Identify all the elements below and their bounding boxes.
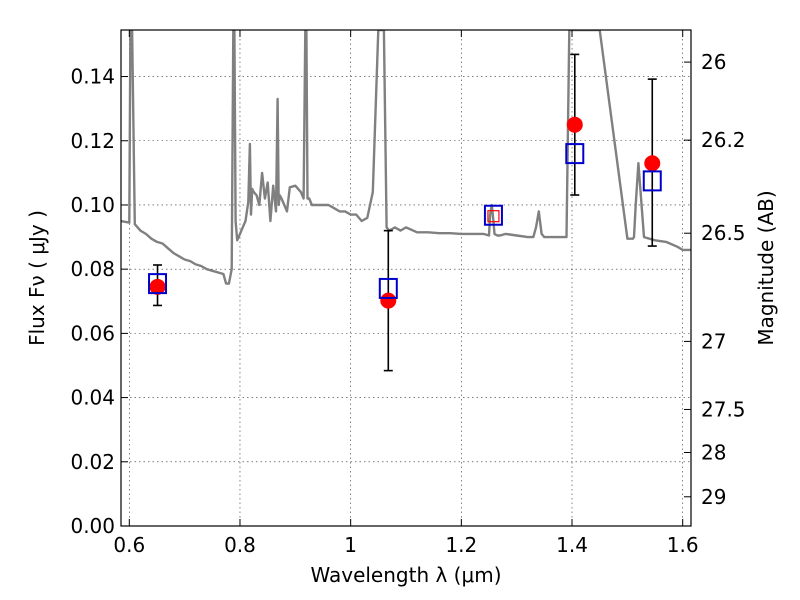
- spectrum-layer: [121, 30, 691, 285]
- x-tick-label: 0.8: [224, 533, 256, 557]
- y-tick-label: 0.10: [70, 193, 115, 217]
- plot-frame: [120, 29, 692, 527]
- y-tick-label: 0.08: [70, 257, 115, 281]
- observed-flux-point: [380, 292, 397, 309]
- right-tick-label: 26.5: [701, 221, 746, 245]
- observed-flux-point: [566, 116, 583, 133]
- ticks-layer: 0.6 0.8 1 1.2 1.4 1.6 0.00 0.02 0.04 0.06 0.08 0.10…: [70, 30, 746, 557]
- errorbar-layer: [153, 53, 657, 372]
- right-tick-label: 27: [701, 329, 726, 353]
- points-layer: [148, 116, 662, 309]
- right-tick-label: 26: [701, 50, 726, 74]
- model-photometry-square: [148, 273, 168, 295]
- x-tick-label: 1: [344, 533, 357, 557]
- y-tick-label: 0.14: [70, 65, 115, 89]
- right-tick-label: 29: [701, 485, 726, 509]
- observed-flux-point: [149, 278, 166, 295]
- x-tick-label: 0.6: [113, 533, 145, 557]
- model-photometry-square: [642, 170, 662, 192]
- y-tick-label: 0.04: [70, 386, 115, 410]
- y-axis-right-label: Magnitude (AB): [754, 190, 778, 345]
- x-tick-label: 1.2: [445, 533, 477, 557]
- highlight-square: [487, 210, 500, 223]
- y-tick-label: 0.02: [70, 450, 115, 474]
- model-photometry-square: [565, 143, 585, 165]
- right-tick-label: 28: [701, 440, 726, 464]
- y-tick-label: 0.00: [70, 514, 115, 538]
- model-photometry-square: [378, 277, 398, 299]
- x-axis-label: Wavelength λ (μm): [310, 563, 501, 587]
- x-tick-label: 1.6: [667, 533, 699, 557]
- grid: [121, 30, 691, 527]
- model-photometry-square: [483, 204, 503, 226]
- y-tick-label: 0.06: [70, 321, 115, 345]
- observed-flux-point: [644, 155, 661, 172]
- y-tick-label: 0.12: [70, 129, 115, 153]
- x-tick-label: 1.4: [556, 533, 588, 557]
- y-axis-left-label: Flux Fν ( μJy ): [25, 210, 49, 346]
- right-tick-label: 27.5: [701, 397, 746, 421]
- model-spectrum-line: [121, 30, 691, 285]
- right-tick-label: 26.2: [701, 128, 746, 152]
